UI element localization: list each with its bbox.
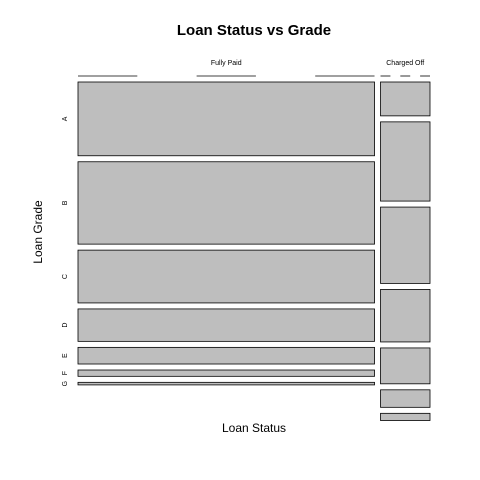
- tile-charged-off-d: [380, 289, 431, 343]
- y-tick-label-g: G: [62, 381, 69, 386]
- x-tick-label-fully-paid: Fully Paid: [211, 60, 242, 67]
- tile-charged-off-b: [380, 121, 431, 202]
- y-tick-label-a: A: [62, 116, 69, 121]
- y-tick-label-d: D: [62, 323, 69, 328]
- x-tick-labels: Fully Paid Charged Off: [211, 60, 424, 67]
- y-tick-labels: A B C D E F G: [62, 116, 69, 386]
- tile-charged-off-e: [380, 347, 431, 385]
- y-axis-label: Loan Grade: [31, 200, 45, 264]
- mosaic-tiles: [77, 81, 431, 421]
- tile-fully-paid-e: [77, 346, 375, 365]
- tile-fully-paid-b: [77, 161, 375, 245]
- tile-charged-off-g: [380, 412, 431, 421]
- tile-fully-paid-d: [77, 308, 375, 342]
- tile-fully-paid-g: [77, 381, 375, 386]
- x-tick-label-charged-off: Charged Off: [386, 60, 424, 67]
- tile-charged-off-a: [380, 81, 431, 117]
- x-axis-label: Loan Status: [222, 421, 286, 435]
- y-tick-label-c: C: [62, 274, 69, 279]
- tile-charged-off-c: [380, 206, 431, 284]
- y-tick-label-e: E: [62, 353, 69, 358]
- tile-fully-paid-a: [77, 81, 375, 157]
- y-tick-label-b: B: [62, 200, 69, 205]
- tile-fully-paid-f: [77, 369, 375, 377]
- tile-charged-off-f: [380, 389, 431, 408]
- y-tick-label-f: F: [62, 371, 69, 375]
- chart-title: Loan Status vs Grade: [177, 22, 331, 39]
- tile-fully-paid-c: [77, 249, 375, 304]
